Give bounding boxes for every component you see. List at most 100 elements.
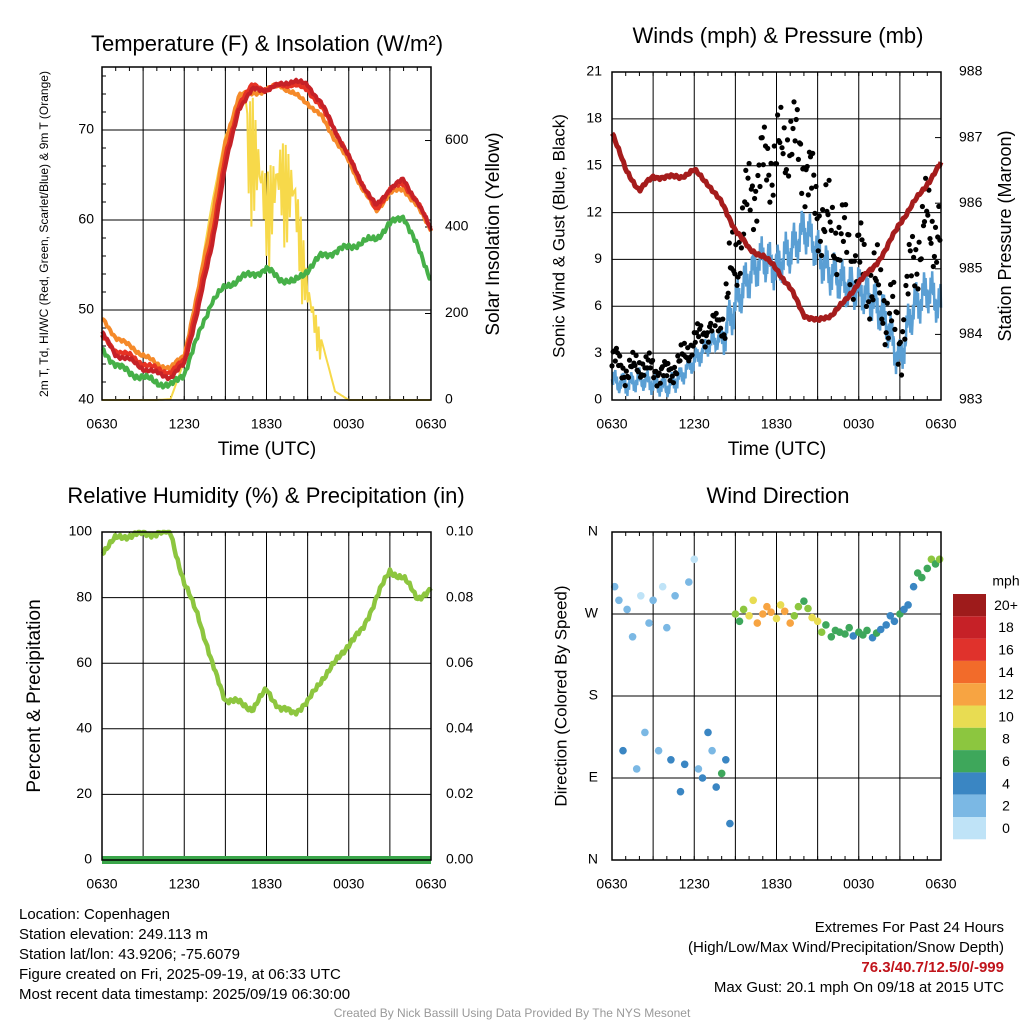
y-axis-label: Sonic Wind & Gust (Blue, Black): [549, 114, 568, 358]
legend-label: 16: [998, 641, 1014, 657]
pressure-line: [610, 131, 944, 323]
gust-point: [793, 116, 799, 123]
gust-point: [755, 172, 761, 179]
extremes-values: 76.3/40.7/12.5/0/-999: [861, 959, 1004, 976]
gust-point: [620, 365, 626, 371]
direction-point: [645, 619, 653, 627]
y2-tick-label: 986: [959, 194, 983, 210]
x-tick-label: 1830: [761, 876, 792, 892]
extremes-info: Extremes For Past 24 Hours (High/Low/Max…: [688, 918, 1004, 998]
humidity-precip-panel: 0630 1230 1830 0030 0630 0 0.00 20 0.02 40 0.04 60 0…: [24, 483, 473, 892]
direction-point: [722, 756, 730, 764]
gust-point: [804, 163, 810, 170]
gust-point: [805, 192, 811, 198]
y2-tick-label: 0.02: [446, 785, 473, 801]
plot-border: [611, 71, 942, 401]
legend-swatch: [953, 638, 986, 661]
x-tick-label: 0630: [86, 416, 117, 432]
gust-point: [895, 361, 901, 367]
legend-title: mph: [992, 573, 1019, 589]
gust-point: [815, 248, 821, 254]
credit-line: Created By Nick Bassill Using Data Provi…: [333, 1006, 691, 1020]
direction-point: [863, 626, 871, 635]
gust-point: [930, 263, 936, 270]
gust-point: [827, 219, 833, 225]
gust-point: [820, 207, 826, 213]
direction-point: [841, 630, 849, 638]
direction-point: [923, 564, 932, 573]
gust-point: [840, 238, 847, 244]
direction-point: [685, 578, 693, 586]
gust-point: [875, 282, 882, 288]
gust-point: [914, 271, 920, 277]
gust-point: [844, 249, 850, 255]
x-tick-label: 0630: [925, 416, 956, 432]
gust-point: [791, 99, 797, 105]
gust-point: [837, 257, 843, 263]
y2-tick-label: 200: [445, 304, 469, 320]
gust-point: [761, 124, 768, 130]
y-tick-label: 3: [594, 344, 602, 360]
gust-point: [767, 199, 773, 205]
gust-point: [786, 173, 792, 179]
x-tick-label: 1830: [251, 416, 282, 432]
gust-point: [704, 330, 711, 336]
gust-point: [873, 278, 879, 284]
gust-point: [764, 177, 770, 183]
gust-point: [651, 375, 657, 381]
direction-point: [619, 746, 627, 755]
gust-point: [720, 316, 726, 322]
gust-point: [745, 175, 751, 181]
y-tick-label: 70: [78, 121, 94, 137]
relative-humidity-line: [100, 529, 433, 717]
temp-2m-line: [100, 77, 433, 382]
gust-point: [802, 204, 808, 210]
gust-point: [798, 141, 804, 147]
gust-point: [632, 362, 638, 368]
gust-point: [696, 334, 702, 340]
y-tick-label: 6: [594, 297, 602, 313]
gust-point: [771, 143, 777, 149]
gust-point: [674, 371, 680, 377]
gust-point: [790, 125, 796, 132]
legend-label: 4: [1002, 775, 1010, 791]
gust-point: [617, 353, 623, 359]
y2-tick-label: 0.08: [446, 588, 473, 604]
gust-point: [874, 242, 881, 248]
gust-point: [778, 104, 784, 110]
y2-tick-label: 985: [959, 260, 983, 276]
chart-title: Temperature (F) & Insolation (W/m²): [91, 31, 443, 56]
legend-swatch: [953, 727, 986, 751]
gust-point: [880, 320, 886, 326]
direction-point: [790, 612, 799, 620]
y2-tick-label: 983: [959, 391, 983, 407]
gust-point: [625, 374, 632, 381]
direction-point: [610, 582, 619, 591]
legend-label: 12: [998, 686, 1014, 702]
y-tick-label: W: [585, 605, 599, 621]
gust-point: [856, 232, 862, 238]
direction-point: [745, 612, 753, 620]
gust-point: [916, 239, 922, 245]
gust-point: [773, 161, 780, 167]
gust-point: [900, 329, 906, 335]
gust-point: [890, 293, 896, 299]
gust-point: [670, 380, 677, 386]
gust-point: [780, 151, 786, 157]
plot-border: [101, 531, 432, 861]
gust-point: [677, 358, 683, 364]
direction-point: [767, 608, 775, 616]
gust-point: [892, 326, 898, 332]
y2-tick-label: 988: [959, 63, 983, 79]
gust-point: [822, 228, 828, 235]
x-tick-label: 0630: [86, 876, 117, 892]
gust-point: [859, 237, 865, 243]
gust-point: [913, 247, 919, 253]
gust-point: [858, 220, 864, 226]
x-tick-label: 0030: [333, 416, 364, 432]
gust-point: [936, 203, 942, 209]
gust-point: [879, 316, 885, 322]
y-axis-label: Direction (Colored By Speed): [551, 585, 570, 806]
gust-point: [902, 336, 908, 342]
